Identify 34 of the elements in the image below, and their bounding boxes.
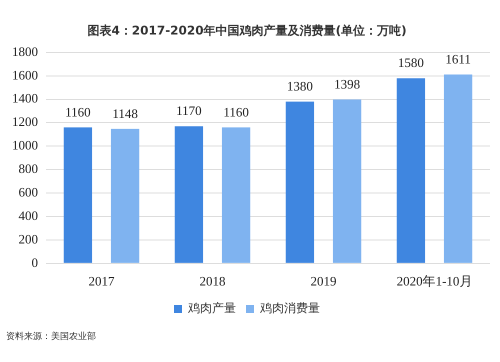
x-tick-label: 2017 [88,274,115,289]
data-label: 1398 [334,76,360,92]
y-tick-label: 1800 [12,44,38,59]
chart-title: 图表4：2017-2020年中国鸡肉产量及消费量(单位：万吨) [87,23,407,38]
data-label: 1148 [112,106,138,121]
data-label: 1160 [65,104,91,120]
bar [222,127,250,263]
y-tick-label: 1400 [12,90,38,106]
data-label: 1380 [286,78,313,94]
bar [286,102,314,263]
data-label: 1160 [223,104,249,120]
data-label: 1580 [398,55,424,70]
legend-label: 鸡肉消费量 [259,301,320,316]
bar [332,100,362,263]
bar [396,78,426,263]
y-tick-label: 0 [32,254,38,270]
data-label: 1170 [176,103,202,118]
y-tick-label: 400 [18,208,38,223]
x-tick-label: 2018 [200,274,226,289]
y-tick-label: 1200 [12,114,38,130]
x-tick-label: 2020年1-10月 [396,274,472,289]
y-tick-label: 200 [18,231,38,246]
y-tick-label: 600 [18,184,38,200]
legend-label: 鸡肉产量 [187,301,236,316]
bar [444,74,472,263]
bar [64,127,92,263]
y-tick-label: 800 [18,161,38,176]
y-tick-label: 1600 [12,67,38,82]
bar [174,126,204,263]
text: 资料来源：美国农业部 [6,330,96,343]
bar [110,128,140,263]
y-tick-label: 1000 [12,138,38,153]
data-label: 1611 [445,51,471,66]
x-tick-label: 2019 [310,274,336,289]
